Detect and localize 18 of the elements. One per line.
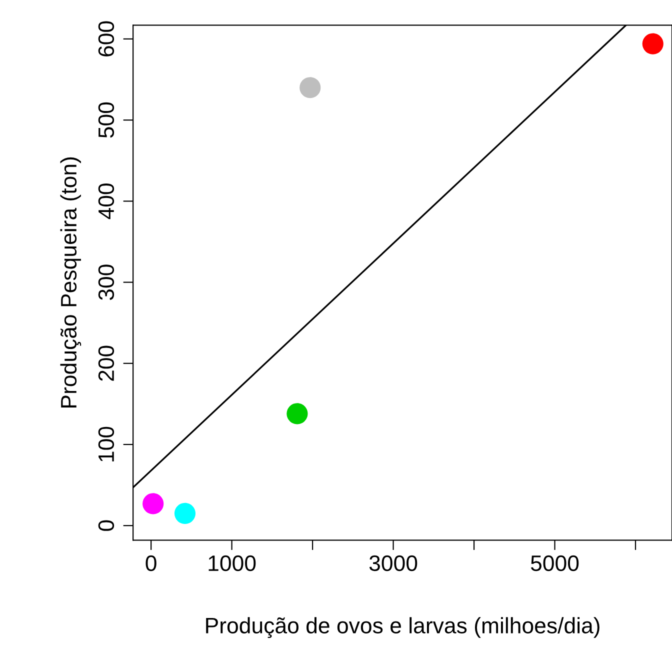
point: [286, 403, 308, 424]
x-axis-title: Produção de ovos e larvas (milhoes/dia): [206, 617, 600, 638]
y-tick-label: 100: [98, 426, 114, 462]
point: [642, 33, 664, 54]
y-tick-label: 300: [98, 264, 114, 300]
y-tick-label: 0: [98, 520, 114, 531]
x-tick-label: 0: [146, 555, 156, 572]
y-tick-label: 500: [98, 102, 114, 138]
point: [142, 493, 164, 514]
y-tick-label: 600: [98, 21, 114, 56]
point: [174, 502, 196, 524]
y-tick-label: 200: [98, 346, 114, 381]
x-tick-label: 1000: [208, 555, 256, 572]
point: [300, 77, 321, 98]
x-tick-label: 3000: [369, 555, 418, 572]
x-tick-label: 5000: [530, 555, 579, 572]
y-axis-title: Produção Pesqueira (ton): [60, 157, 82, 408]
y-tick-label: 400: [98, 183, 114, 220]
